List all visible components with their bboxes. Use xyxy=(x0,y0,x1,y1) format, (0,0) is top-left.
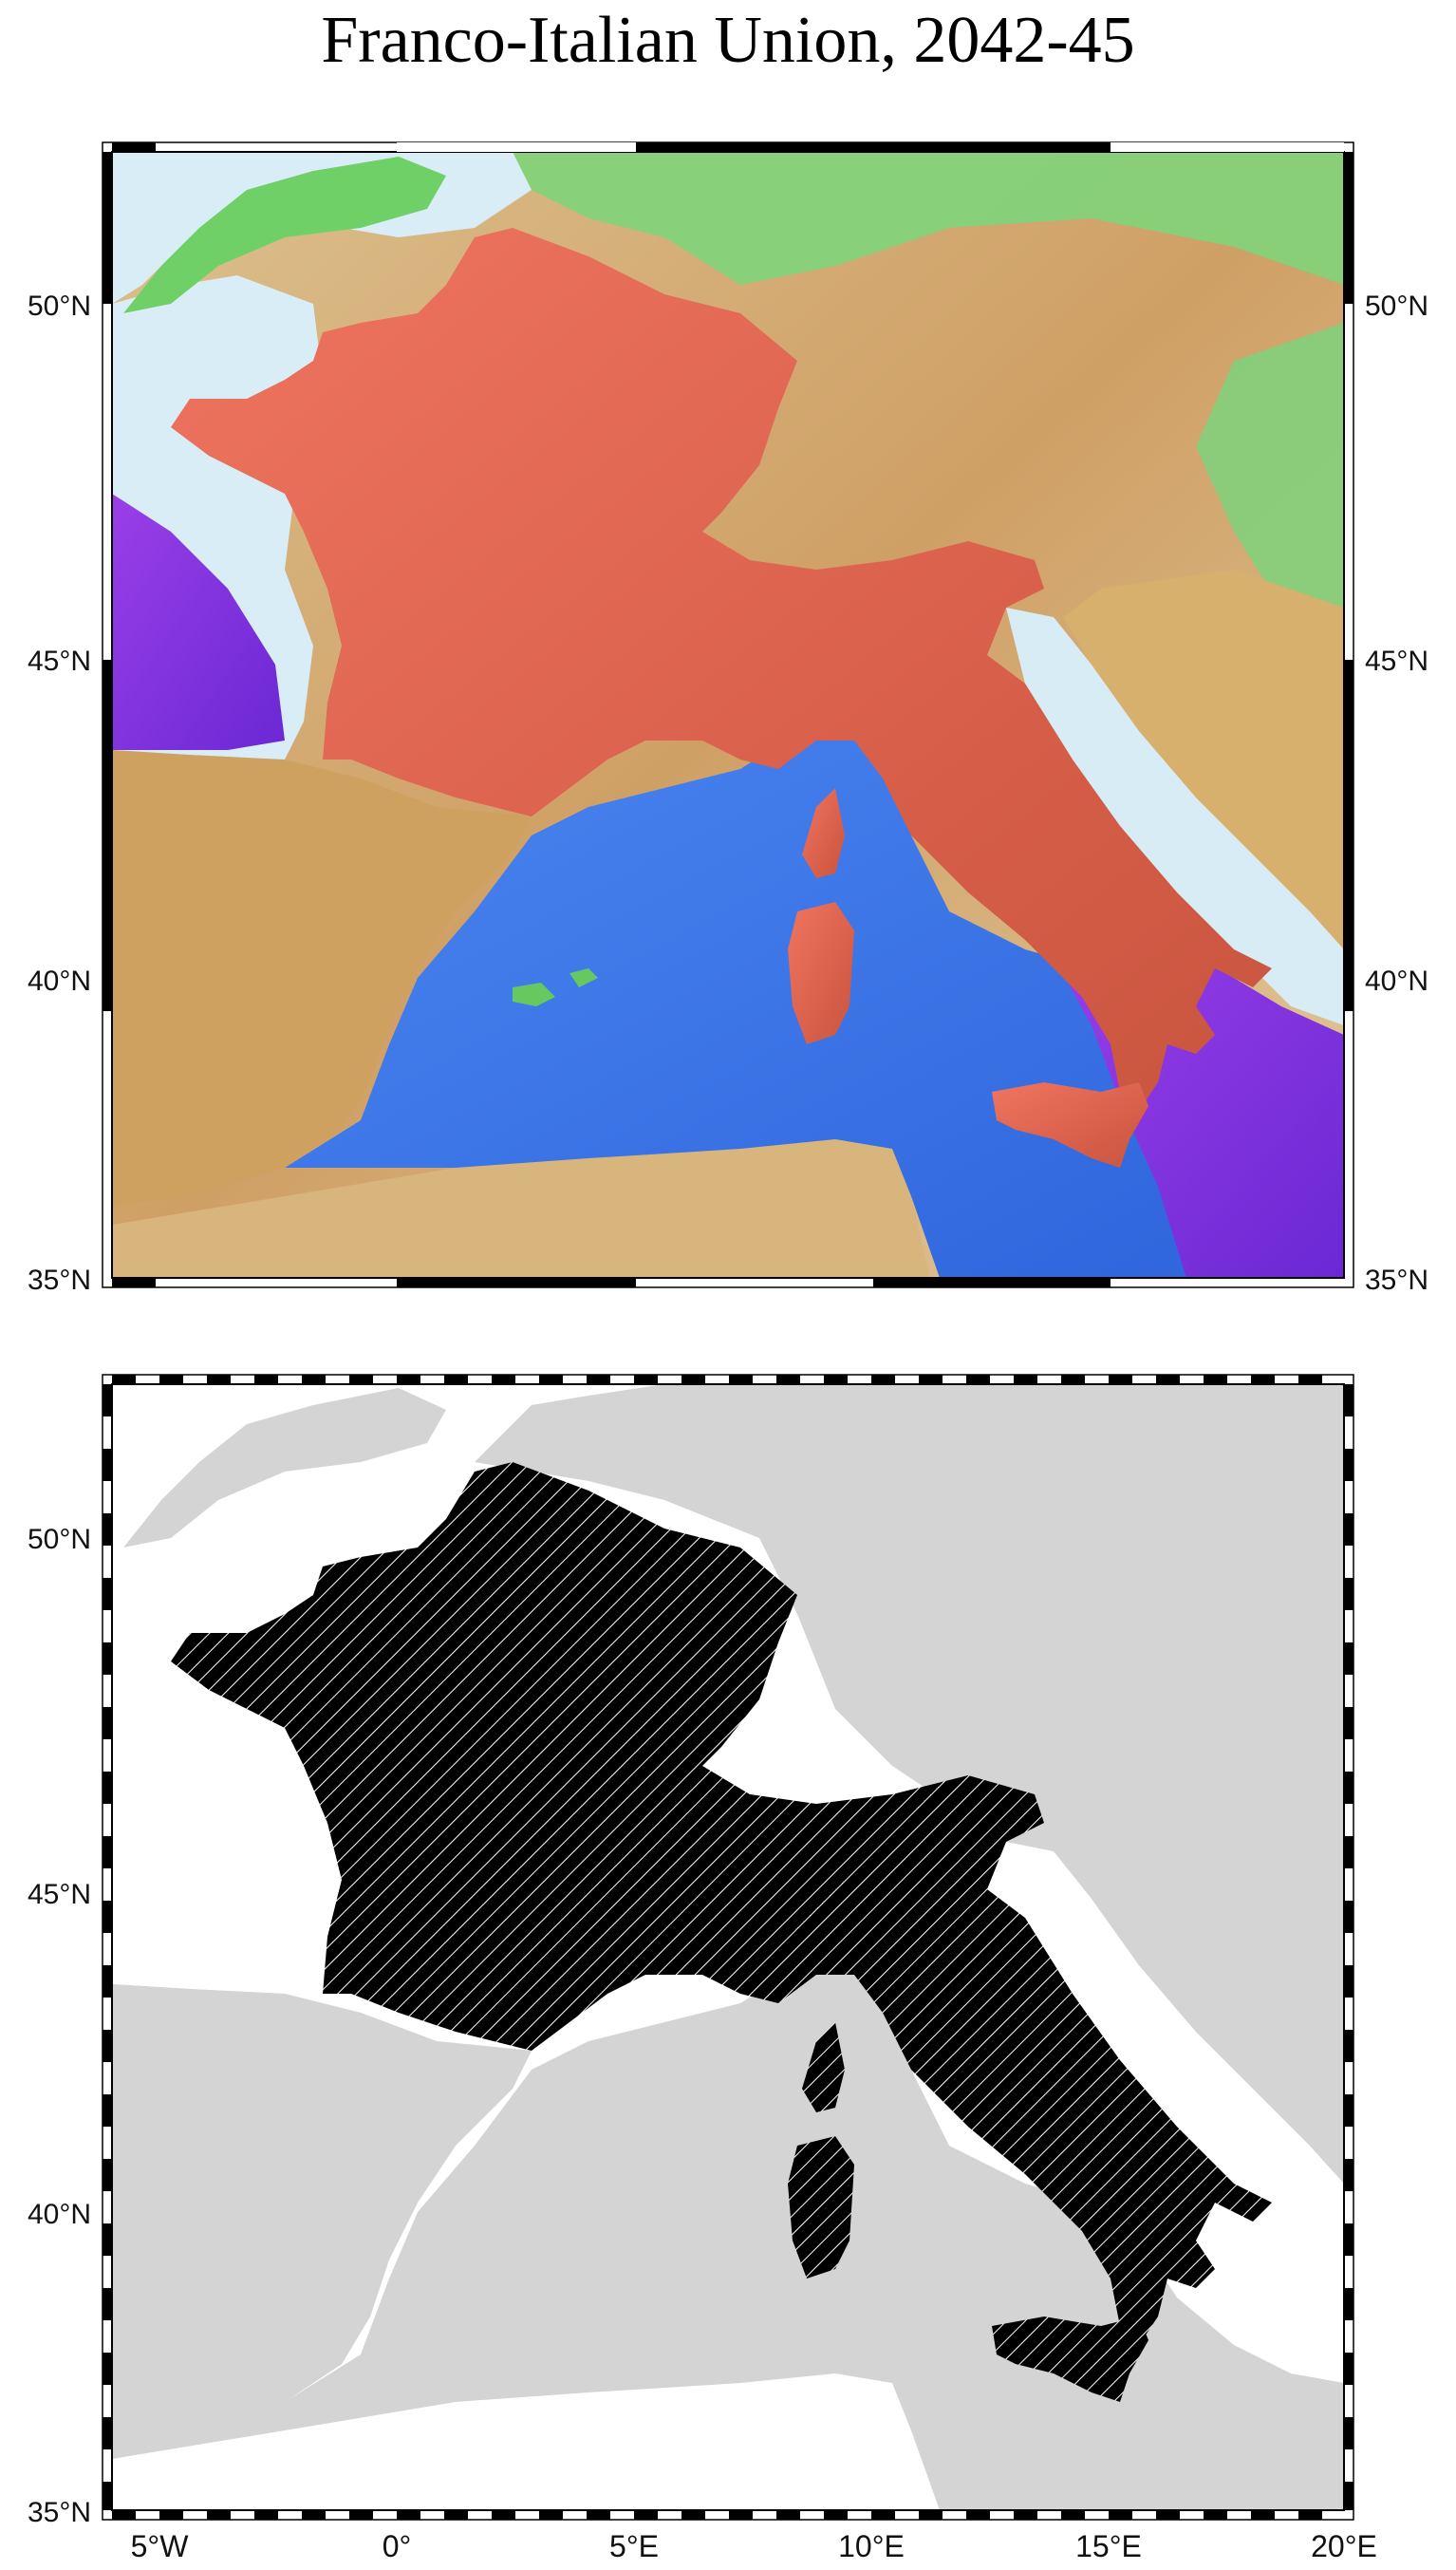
lat-label-50-left: 50°N xyxy=(28,291,91,322)
lon-label-15e: 15°E xyxy=(1075,2529,1142,2563)
union-territory-hatched xyxy=(171,1462,1272,2345)
lat-label-50-map2: 50°N xyxy=(28,1524,91,1555)
continental-land-grey xyxy=(112,1384,1344,2510)
map-title: Franco-Italian Union, 2042-45 xyxy=(321,4,1135,77)
iberia xyxy=(112,750,532,1206)
sicily-relief xyxy=(992,1082,1148,1168)
hatched-map: 35°N 40°N 45°N 50°N xyxy=(28,1374,1354,2525)
union-territory-relief xyxy=(171,228,1272,1111)
frame-ticks-bottom xyxy=(112,1278,1111,1287)
britain-grey xyxy=(123,1388,446,1548)
north-africa xyxy=(112,1139,930,1278)
eastern-lowlands xyxy=(1196,323,1344,646)
lat-label-45-left: 45°N xyxy=(28,646,91,677)
relief-map: 35°N 40°N 45°N 50°N 35°N 40°N 45°N 50°N xyxy=(28,141,1428,1296)
lon-label-10e: 10°E xyxy=(838,2529,905,2563)
frame-ticks-sides xyxy=(103,152,1353,1011)
northern-lowlands xyxy=(513,152,1344,285)
lat-label-40-left: 40°N xyxy=(28,966,91,997)
lon-label-0: 0° xyxy=(382,2529,412,2563)
lat-label-50-right: 50°N xyxy=(1365,291,1428,322)
balkans-grey xyxy=(1063,1804,1344,2184)
sicily-hatched xyxy=(992,2317,1148,2402)
lon-label-20e: 20°E xyxy=(1311,2529,1377,2563)
lat-label-45-map2: 45°N xyxy=(28,1879,91,1910)
balearic-islands-grey xyxy=(513,2203,598,2241)
atlantic-deep xyxy=(112,494,285,750)
lat-label-40-right: 40°N xyxy=(1365,966,1428,997)
lon-label-5w: 5°W xyxy=(130,2529,189,2563)
lon-label-5e: 5°E xyxy=(609,2529,659,2563)
map-frame-2 xyxy=(111,1383,1345,2511)
lat-label-35-left: 35°N xyxy=(28,1265,91,1296)
lat-label-40-map2: 40°N xyxy=(28,2199,91,2230)
corsica-hatched xyxy=(802,2022,845,2112)
balearic-islands-relief xyxy=(513,968,598,1006)
adriatic-sea xyxy=(1006,608,1344,1025)
lat-label-35-map2: 35°N xyxy=(28,2497,91,2525)
lat-label-35-right: 35°N xyxy=(1365,1265,1428,1296)
corsica-relief xyxy=(802,788,845,878)
lat-label-45-right: 45°N xyxy=(1365,646,1428,677)
sardinia-relief xyxy=(788,902,854,1044)
balkans xyxy=(1063,570,1344,949)
sardinia-hatched xyxy=(788,2136,854,2279)
frame-ticks-top xyxy=(112,142,1344,152)
iberia-grey xyxy=(112,1984,532,2440)
britain xyxy=(123,157,446,313)
